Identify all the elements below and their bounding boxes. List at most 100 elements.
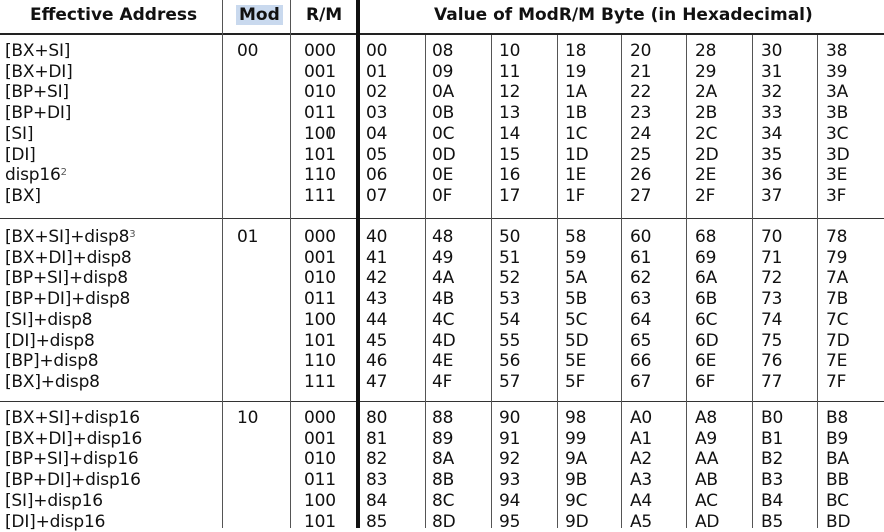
- modrm-hex-cell: 3E: [826, 165, 847, 186]
- table-header: Effective Address Mod R/M Value of ModR/…: [0, 0, 884, 33]
- modrm-hex-cell: 56: [499, 351, 520, 372]
- rm-cell: 111: [304, 372, 336, 393]
- modrm-hex-cell: 79: [826, 248, 847, 269]
- effective-address-cell: [SI]: [5, 124, 33, 145]
- effective-address-cell: [BP]+disp8: [5, 351, 98, 372]
- modrm-hex-cell: 3D: [826, 145, 850, 166]
- mod-value: 01: [237, 227, 258, 248]
- modrm-hex-cell: 07: [366, 186, 387, 207]
- rm-cell: 000: [304, 41, 336, 62]
- effective-address-cell: [BX]: [5, 186, 41, 207]
- modrm-hex-cell: 0D: [432, 145, 456, 166]
- modrm-hex-cell: 6A: [695, 268, 717, 289]
- modrm-hex-cell: 9A: [565, 449, 587, 470]
- modrm-hex-cell: 50: [499, 227, 520, 248]
- modrm-hex-cell: 69: [695, 248, 716, 269]
- modrm-hex-cell: 7E: [826, 351, 847, 372]
- modrm-hex-cell: 27: [630, 186, 651, 207]
- modrm-hex-cell: 1D: [565, 145, 589, 166]
- rm-cell: 101: [304, 331, 336, 352]
- modrm-hex-cell: A4: [630, 491, 652, 512]
- rm-cell: 010: [304, 449, 336, 470]
- modrm-hex-cell: 65: [630, 331, 651, 352]
- modrm-hex-cell: 6C: [695, 310, 717, 331]
- value-column-divider: [686, 35, 687, 528]
- modrm-hex-cell: B2: [761, 449, 783, 470]
- modrm-hex-cell: 4E: [432, 351, 453, 372]
- text-cursor-icon: I: [327, 127, 333, 143]
- effective-address-cell: [BX+SI]: [5, 41, 70, 62]
- modrm-hex-cell: 78: [826, 227, 847, 248]
- modrm-hex-cell: 5F: [565, 372, 585, 393]
- modrm-hex-cell: 31: [761, 62, 782, 83]
- modrm-hex-cell: 3B: [826, 103, 848, 124]
- modrm-hex-cell: 5C: [565, 310, 587, 331]
- modrm-hex-cell: 8B: [432, 470, 454, 491]
- effective-address-cell: disp162: [5, 165, 67, 186]
- modrm-hex-cell: 59: [565, 248, 586, 269]
- modrm-hex-cell: 13: [499, 103, 520, 124]
- modrm-hex-cell: 91: [499, 429, 520, 450]
- modrm-hex-cell: 8A: [432, 449, 454, 470]
- modrm-hex-cell: 82: [366, 449, 387, 470]
- modrm-hex-cell: 7D: [826, 331, 850, 352]
- footnote-marker: 2: [61, 167, 67, 178]
- effective-address-cell: [SI]+disp16: [5, 491, 103, 512]
- effective-address-cell: [BP+DI]: [5, 103, 71, 124]
- value-column-divider: [621, 35, 622, 528]
- modrm-hex-cell: 47: [366, 372, 387, 393]
- modrm-hex-cell: 3C: [826, 124, 848, 145]
- modrm-hex-cell: 45: [366, 331, 387, 352]
- modrm-hex-cell: 5A: [565, 268, 587, 289]
- rm-cell: 001: [304, 429, 336, 450]
- modrm-hex-cell: 1F: [565, 186, 585, 207]
- modrm-hex-cell: 81: [366, 429, 387, 450]
- modrm-hex-cell: 6F: [695, 372, 715, 393]
- modrm-hex-cell: 05: [366, 145, 387, 166]
- modrm-hex-cell: BB: [826, 470, 849, 491]
- modrm-hex-cell: 7B: [826, 289, 848, 310]
- mod-value: 10: [237, 408, 258, 429]
- modrm-hex-cell: A9: [695, 429, 717, 450]
- modrm-hex-cell: A5: [630, 512, 652, 532]
- modrm-hex-cell: 04: [366, 124, 387, 145]
- value-header: Value of ModR/M Byte (in Hexadecimal): [434, 0, 813, 33]
- modrm-hex-cell: 9C: [565, 491, 587, 512]
- rm-cell: 011: [304, 470, 336, 491]
- modrm-hex-cell: 26: [630, 165, 651, 186]
- modrm-hex-cell: 3A: [826, 82, 848, 103]
- modrm-hex-cell: 88: [432, 408, 453, 429]
- modrm-hex-cell: 99: [565, 429, 586, 450]
- modrm-hex-cell: 83: [366, 470, 387, 491]
- mod-header-label: Mod: [236, 5, 283, 25]
- modrm-hex-cell: B5: [761, 512, 783, 532]
- modrm-hex-cell: 4B: [432, 289, 454, 310]
- effective-address-cell: [DI]+disp16: [5, 512, 105, 532]
- modrm-hex-cell: 53: [499, 289, 520, 310]
- modrm-hex-cell: 08: [432, 41, 453, 62]
- modrm-hex-cell: 2C: [695, 124, 717, 145]
- modrm-hex-cell: 72: [761, 268, 782, 289]
- rm-cell: 110: [304, 165, 336, 186]
- rm-cell: 100: [304, 310, 336, 331]
- modrm-hex-cell: 1A: [565, 82, 587, 103]
- modrm-hex-cell: 70: [761, 227, 782, 248]
- modrm-hex-cell: 46: [366, 351, 387, 372]
- modrm-hex-cell: 33: [761, 103, 782, 124]
- modrm-hex-cell: 39: [826, 62, 847, 83]
- modrm-hex-cell: 17: [499, 186, 520, 207]
- modrm-hex-cell: 6D: [695, 331, 719, 352]
- modrm-hex-cell: 85: [366, 512, 387, 532]
- rm-cell: 010: [304, 82, 336, 103]
- modrm-hex-cell: 2A: [695, 82, 717, 103]
- modrm-hex-cell: 92: [499, 449, 520, 470]
- modrm-hex-cell: B8: [826, 408, 848, 429]
- modrm-hex-cell: AA: [695, 449, 718, 470]
- modrm-hex-cell: 4D: [432, 331, 456, 352]
- modrm-hex-cell: A2: [630, 449, 652, 470]
- column-divider: [356, 0, 360, 528]
- modrm-hex-cell: 15: [499, 145, 520, 166]
- modrm-hex-cell: BA: [826, 449, 849, 470]
- modrm-hex-cell: 25: [630, 145, 651, 166]
- modrm-hex-cell: 2D: [695, 145, 719, 166]
